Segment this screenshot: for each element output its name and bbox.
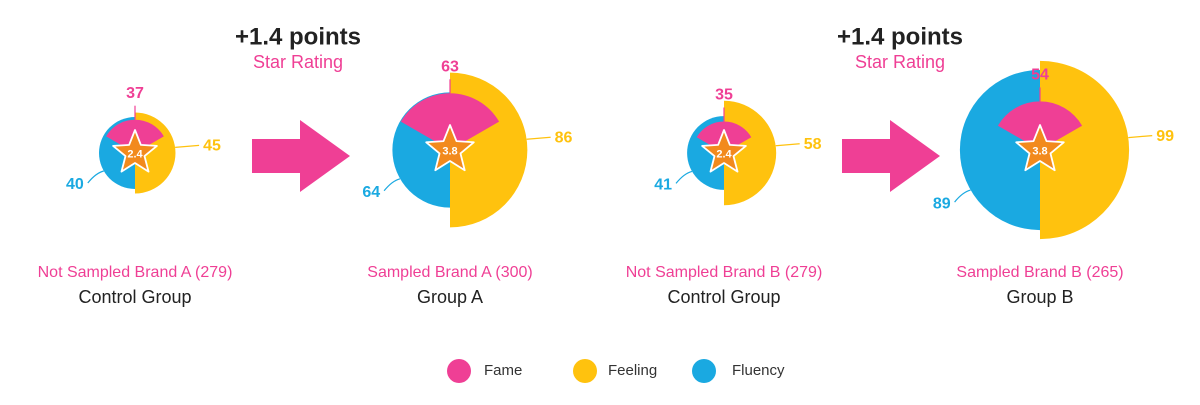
group-label: Not Sampled Brand B (279) bbox=[626, 264, 823, 281]
feeling-leader-line bbox=[775, 143, 800, 147]
fame-value-label: 54 bbox=[1031, 67, 1049, 84]
fluency-leader-line bbox=[383, 178, 401, 192]
comparison-headline: +1.4 points bbox=[235, 23, 361, 50]
fame-value-label: 63 bbox=[441, 59, 459, 76]
star-rating-value: 2.4 bbox=[127, 148, 143, 160]
group-chart-2: 3.8 63 86 64 Sampled Brand A (300) Group A bbox=[362, 59, 572, 307]
feeling-sector bbox=[1040, 60, 1130, 240]
comparison-subheadline: Star Rating bbox=[253, 52, 343, 72]
feeling-value-label: 86 bbox=[555, 129, 573, 146]
feeling-leader-line bbox=[175, 144, 200, 148]
group-label: Sampled Brand B (265) bbox=[956, 264, 1123, 281]
comparison-arrow-2 bbox=[842, 120, 940, 192]
star-rating-icon bbox=[1015, 124, 1065, 172]
group-label: Not Sampled Brand A (279) bbox=[38, 264, 233, 281]
legend: Fame Feeling Fluency bbox=[447, 359, 785, 383]
comparison-headline: +1.4 points bbox=[837, 23, 963, 50]
legend-swatch-fluency bbox=[692, 359, 716, 383]
legend-label-fluency: Fluency bbox=[732, 362, 785, 379]
star-rating-icon bbox=[112, 129, 158, 173]
arrows-layer bbox=[252, 120, 940, 192]
group-chart-3: 2.4 35 58 41 Not Sampled Brand B (279) Contro… bbox=[626, 87, 823, 307]
feeling-leader-line bbox=[526, 136, 551, 140]
feeling-value-label: 45 bbox=[203, 138, 221, 155]
group-sublabel: Control Group bbox=[667, 287, 780, 307]
fluency-value-label: 40 bbox=[66, 176, 84, 193]
fame-sector bbox=[400, 93, 500, 150]
group-chart-4: 3.8 54 99 89 Sampled Brand B (265) Group B bbox=[933, 60, 1174, 307]
group-label: Sampled Brand A (300) bbox=[367, 264, 532, 281]
group-sublabel: Group A bbox=[417, 287, 483, 307]
charts-layer: 2.4 37 45 40 Not Sampled Brand A (279) Contro… bbox=[38, 59, 1175, 307]
group-sublabel: Group B bbox=[1006, 287, 1073, 307]
legend-swatch-fame bbox=[447, 359, 471, 383]
fluency-value-label: 41 bbox=[654, 177, 672, 194]
legend-label-fame: Fame bbox=[484, 362, 522, 379]
star-rating-icon bbox=[425, 124, 475, 172]
fluency-value-label: 64 bbox=[362, 184, 380, 201]
group-sublabel: Control Group bbox=[78, 287, 191, 307]
feeling-value-label: 99 bbox=[1156, 128, 1174, 145]
fame-value-label: 35 bbox=[715, 87, 733, 104]
fluency-leader-line bbox=[954, 189, 971, 203]
fluency-leader-line bbox=[87, 170, 104, 184]
star-rating-icon bbox=[701, 129, 747, 173]
legend-swatch-feeling bbox=[573, 359, 597, 383]
fluency-leader-line bbox=[675, 170, 693, 184]
fluency-value-label: 89 bbox=[933, 195, 951, 212]
legend-label-feeling: Feeling bbox=[608, 362, 657, 379]
star-rating-value: 2.4 bbox=[716, 148, 732, 160]
star-rating-value: 3.8 bbox=[442, 145, 457, 157]
comparison-subheadline: Star Rating bbox=[855, 52, 945, 72]
group-chart-1: 2.4 37 45 40 Not Sampled Brand A (279) Contro… bbox=[38, 85, 233, 307]
star-rating-value: 3.8 bbox=[1032, 145, 1047, 157]
fame-value-label: 37 bbox=[126, 85, 144, 102]
feeling-leader-line bbox=[1128, 135, 1153, 139]
feeling-value-label: 58 bbox=[804, 136, 822, 153]
comparison-arrow-1 bbox=[252, 120, 350, 192]
